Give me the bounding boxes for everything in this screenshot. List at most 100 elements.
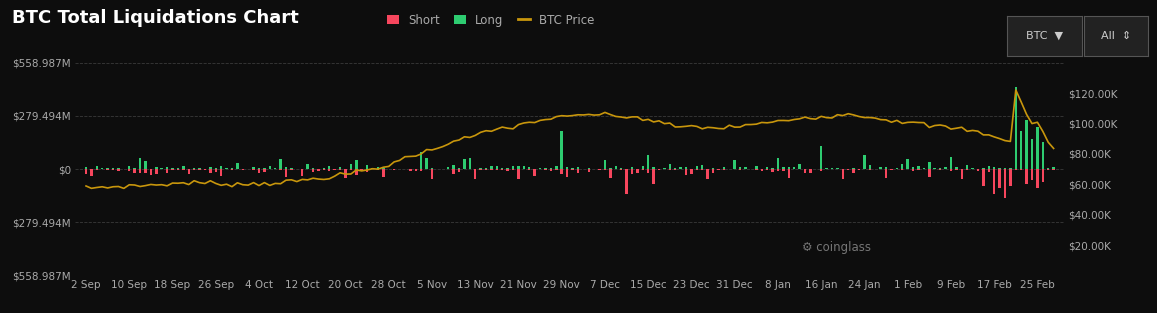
Bar	[772, 168, 774, 169]
Bar	[209, 167, 212, 169]
Bar	[956, 167, 958, 169]
Bar	[155, 167, 157, 169]
Bar	[1047, 169, 1049, 170]
Bar	[268, 166, 271, 169]
Bar	[739, 169, 742, 170]
Bar	[112, 169, 115, 170]
Bar	[906, 159, 909, 169]
Bar	[491, 166, 493, 169]
Bar	[469, 158, 471, 169]
Bar	[182, 166, 184, 169]
Bar	[339, 167, 341, 169]
Bar	[993, 169, 995, 194]
Bar	[912, 169, 914, 171]
Bar	[528, 169, 531, 171]
Bar	[653, 167, 655, 169]
Bar	[572, 169, 574, 170]
Bar	[307, 164, 309, 169]
Bar	[793, 167, 795, 169]
Bar	[312, 168, 315, 169]
Bar	[430, 169, 433, 179]
Bar	[890, 169, 893, 170]
Bar	[544, 169, 547, 170]
Bar	[1025, 120, 1027, 169]
Text: ⚙ coinglass: ⚙ coinglass	[802, 241, 871, 254]
Bar	[950, 169, 952, 171]
Bar	[620, 169, 622, 170]
Bar	[214, 168, 218, 169]
Bar	[430, 168, 433, 169]
Bar	[560, 131, 563, 169]
Bar	[938, 168, 942, 169]
Bar	[511, 166, 514, 169]
Bar	[1037, 169, 1039, 188]
Bar	[1031, 139, 1033, 169]
Bar	[204, 169, 206, 170]
Bar	[685, 169, 687, 175]
Bar	[928, 162, 930, 169]
Text: All  ⇕: All ⇕	[1100, 31, 1132, 41]
Bar	[393, 169, 396, 170]
Bar	[653, 169, 655, 184]
Bar	[885, 167, 887, 169]
Bar	[366, 169, 368, 172]
Bar	[355, 169, 358, 176]
Bar	[847, 169, 849, 170]
Bar	[857, 169, 861, 170]
Bar	[841, 168, 843, 169]
Bar	[420, 152, 422, 169]
Bar	[609, 168, 612, 169]
Bar	[820, 146, 823, 169]
Bar	[285, 169, 287, 177]
Bar	[642, 166, 644, 169]
Bar	[511, 169, 514, 170]
Bar	[739, 167, 742, 169]
Bar	[598, 169, 600, 170]
Bar	[349, 169, 352, 170]
Bar	[831, 168, 833, 169]
Bar	[382, 169, 384, 177]
Bar	[366, 165, 368, 169]
Bar	[177, 168, 179, 169]
Bar	[734, 160, 736, 169]
Bar	[290, 168, 293, 169]
Bar	[133, 169, 135, 173]
Bar	[198, 169, 201, 170]
Bar	[458, 168, 460, 169]
Bar	[604, 160, 606, 169]
Bar	[117, 169, 119, 171]
Bar	[377, 169, 379, 170]
Bar	[901, 169, 904, 170]
Bar	[998, 169, 1001, 188]
Bar	[695, 169, 698, 170]
Bar	[928, 169, 930, 177]
Bar	[290, 169, 293, 170]
Bar	[566, 169, 568, 177]
Bar	[658, 169, 661, 170]
Bar	[1020, 131, 1023, 169]
Bar	[950, 156, 952, 169]
Bar	[679, 167, 681, 169]
Bar	[576, 169, 580, 172]
Bar	[712, 168, 714, 169]
Bar	[550, 169, 552, 171]
Bar	[614, 166, 617, 169]
Bar	[966, 165, 968, 169]
Legend: Short, Long, BTC Price: Short, Long, BTC Price	[382, 9, 599, 31]
Bar	[901, 164, 904, 169]
Bar	[776, 158, 779, 169]
Bar	[707, 169, 709, 178]
Bar	[717, 168, 720, 169]
Bar	[857, 168, 861, 169]
Bar	[788, 169, 790, 177]
Bar	[675, 168, 677, 169]
Bar	[938, 169, 942, 170]
Bar	[128, 169, 131, 171]
Bar	[1025, 169, 1027, 184]
Bar	[333, 169, 336, 170]
Bar	[841, 169, 843, 178]
Bar	[723, 169, 725, 170]
Bar	[669, 164, 671, 169]
Bar	[695, 166, 698, 169]
Bar	[452, 169, 455, 174]
